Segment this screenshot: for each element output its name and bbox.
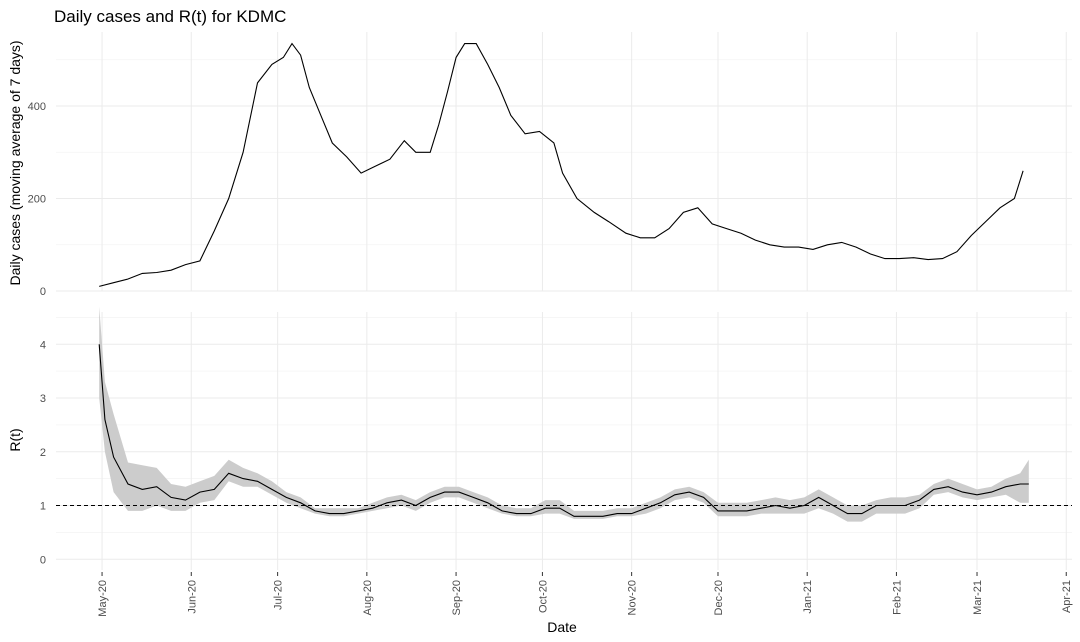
y-tick-label: 1 [40, 501, 46, 513]
chart-title: Daily cases and R(t) for KDMC [54, 7, 286, 26]
x-axis-label: Date [547, 619, 577, 635]
x-tick-label: Sep-20 [451, 580, 463, 615]
y-tick-label: 200 [28, 194, 46, 206]
y-tick-label: 0 [40, 286, 46, 298]
x-tick-label: Jun-20 [186, 580, 198, 614]
x-tick-label: Apr-21 [1061, 580, 1073, 613]
daily-cases-line [99, 42, 1024, 287]
y-tick-label: 4 [40, 339, 46, 351]
x-tick-label: Feb-21 [891, 580, 903, 615]
y-tick-label: 0 [40, 554, 46, 566]
daily-cases-y-ticks: 0 200 400 [28, 101, 46, 298]
y-tick-label: 400 [28, 101, 46, 113]
y-tick-label: 3 [40, 393, 46, 405]
x-tick-label: May-20 [97, 580, 109, 617]
rt-grid [56, 312, 1072, 570]
x-tick-label: Jan-21 [802, 580, 814, 614]
x-tick-label: Dec-20 [713, 580, 725, 615]
daily-cases-y-axis-label: Daily cases (moving average of 7 days) [7, 40, 23, 285]
rt-confidence-band [99, 306, 1029, 522]
rt-panel: 0 1 2 3 4 May-20 Jun-20 Jul-20 Aug-20 Sep-20 Oct-… [40, 306, 1073, 617]
x-tick-label: Oct-20 [537, 580, 549, 613]
x-tick-label: Mar-21 [972, 580, 984, 615]
x-tick-label: Aug-20 [362, 580, 374, 615]
y-tick-label: 2 [40, 447, 46, 459]
date-x-ticks: May-20 Jun-20 Jul-20 Aug-20 Sep-20 Oct-20 Nov-… [97, 572, 1073, 617]
rt-line [98, 344, 1029, 517]
rt-y-axis-label: R(t) [7, 428, 23, 451]
x-tick-label: Jul-20 [273, 580, 285, 610]
daily-cases-panel: 0 200 400 [28, 32, 1072, 298]
rt-y-ticks: 0 1 2 3 4 [40, 339, 46, 566]
x-tick-label: Nov-20 [627, 580, 639, 615]
daily-cases-grid [56, 32, 1072, 292]
